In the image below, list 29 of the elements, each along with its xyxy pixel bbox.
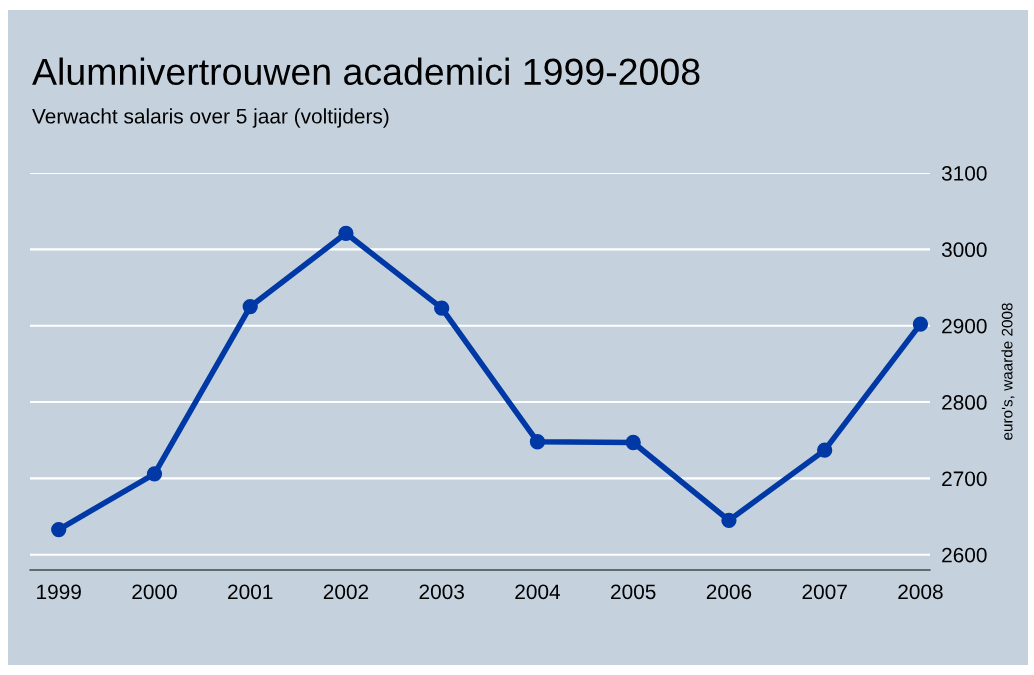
x-tick-label: 2008 <box>898 584 943 600</box>
x-tick-label: 2004 <box>515 584 561 600</box>
x-tick-label: 2000 <box>132 584 177 600</box>
x-tick-label: 2006 <box>706 584 752 600</box>
y2-tick-label: 2900 <box>942 318 987 334</box>
point <box>242 298 258 315</box>
x-tick-label: 2001 <box>228 584 273 600</box>
point <box>338 225 354 241</box>
x-tick-label: 1999 <box>37 584 81 600</box>
x-tick-label: 2002 <box>323 584 369 600</box>
y2-tick-label: 2600 <box>942 547 987 563</box>
point <box>625 434 641 451</box>
y2-tick-label: 2800 <box>942 395 987 410</box>
y2-tick-label: 2700 <box>942 471 987 487</box>
point <box>912 316 929 332</box>
point <box>817 442 833 458</box>
chart-subtitle: Verwacht salaris over 5 jaar (voltijders) <box>32 108 389 128</box>
y2-tick-label: 3100 <box>941 166 987 181</box>
point <box>529 434 546 450</box>
x-tick-label: 2007 <box>802 584 847 600</box>
point <box>146 466 163 482</box>
point <box>434 300 450 316</box>
x-tick-label: 2003 <box>419 584 464 600</box>
point <box>721 512 737 529</box>
chart-title: Alumnivertrouwen academici 1999-2008 <box>32 57 700 86</box>
x-tick-label: 2005 <box>611 584 656 600</box>
point <box>51 521 67 538</box>
y2-tick-label: 3000 <box>941 242 987 258</box>
y2-axis-title: euro's, waarde 2008 <box>1001 303 1015 440</box>
